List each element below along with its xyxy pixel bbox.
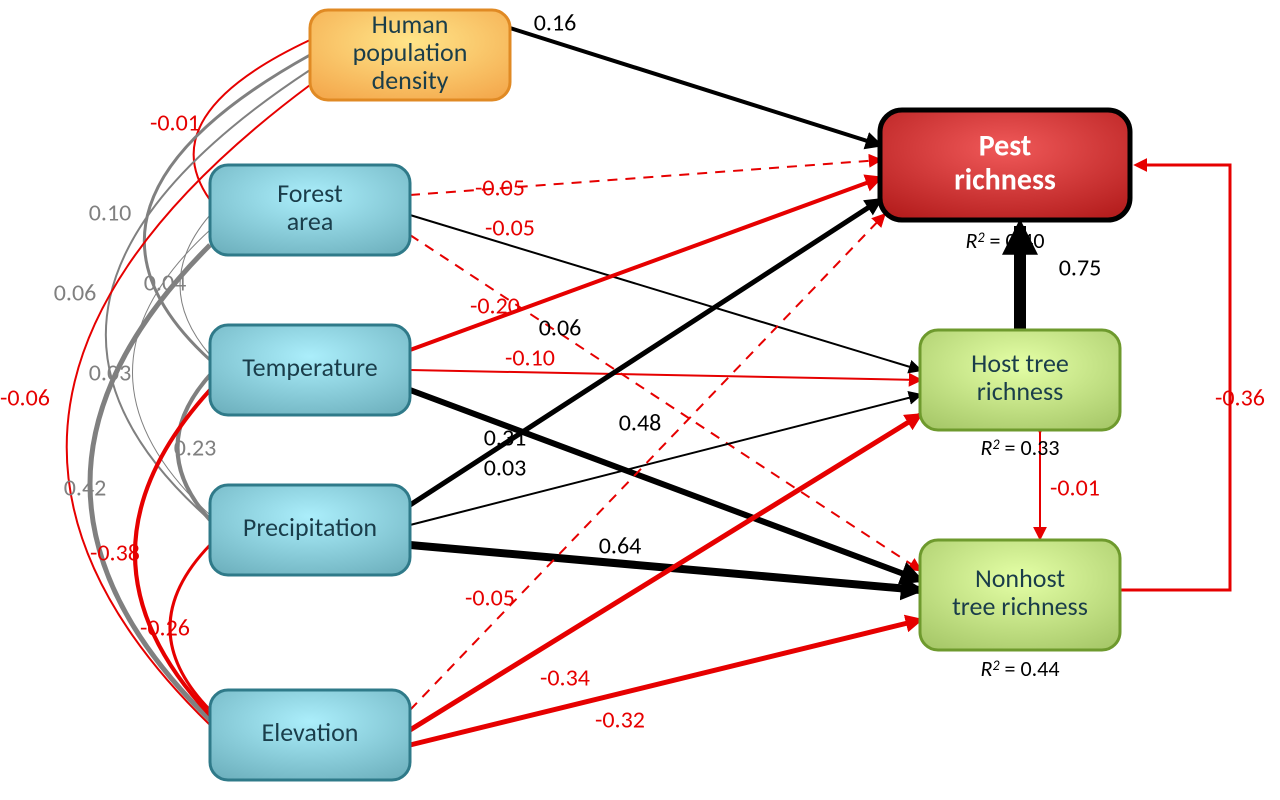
edge-label: 0.04 bbox=[144, 269, 187, 298]
edge-label: -0.01 bbox=[1050, 474, 1100, 503]
edge-label: -0.34 bbox=[540, 664, 590, 693]
edge-label: -0.38 bbox=[90, 539, 140, 568]
r2-host: R2 = 0.33 bbox=[981, 434, 1060, 461]
node-label-elev: Elevation bbox=[262, 716, 359, 748]
edge-label: 0.48 bbox=[619, 409, 662, 438]
directed-edge bbox=[410, 178, 880, 350]
r2-nonhost: R2 = 0.44 bbox=[981, 655, 1060, 682]
directed-edge bbox=[510, 28, 880, 145]
edge-label: 0.23 bbox=[174, 434, 217, 463]
edge-label: -0.06 bbox=[0, 384, 50, 413]
node-label-popdens: density bbox=[372, 64, 449, 96]
edge-label: 0.06 bbox=[54, 279, 97, 308]
node-label-pest: Pest bbox=[979, 127, 1032, 164]
node-label-host: richness bbox=[977, 375, 1064, 407]
node-label-pest: richness bbox=[954, 161, 1056, 198]
node-label-forest: area bbox=[287, 205, 334, 237]
directed-edge bbox=[1120, 165, 1230, 590]
directed-edge bbox=[410, 215, 884, 710]
edge-label: 0.03 bbox=[484, 454, 527, 483]
edge-label: 0.03 bbox=[89, 359, 132, 388]
directed-edge bbox=[410, 370, 920, 380]
node-label-temp: Temperature bbox=[242, 351, 377, 383]
edge-label: -0.36 bbox=[1215, 384, 1265, 413]
edge-label: 0.06 bbox=[539, 314, 582, 343]
node-label-precip: Precipitation bbox=[243, 511, 377, 543]
edge-label: 0.31 bbox=[484, 424, 527, 453]
edge-label: 0.16 bbox=[534, 9, 577, 38]
edge-label: -0.32 bbox=[595, 706, 645, 735]
edge-label: -0.05 bbox=[465, 584, 515, 613]
node-label-nonhost: tree richness bbox=[952, 590, 1088, 622]
r2-pest: R2 = 0.40 bbox=[966, 227, 1045, 254]
edge-label: -0.05 bbox=[485, 214, 535, 243]
edge-label: 0.75 bbox=[1059, 254, 1102, 283]
edge-label: -0.05 bbox=[475, 174, 525, 203]
edge-label: 0.42 bbox=[64, 474, 107, 503]
edge-label: -0.10 bbox=[505, 344, 555, 373]
edge-label: -0.26 bbox=[140, 614, 190, 643]
edge-label: -0.20 bbox=[470, 292, 520, 321]
directed-edge bbox=[410, 200, 880, 505]
edge-label: -0.01 bbox=[150, 109, 200, 138]
directed-edge bbox=[410, 235, 920, 570]
edge-label: 0.64 bbox=[599, 532, 642, 561]
edge-label: 0.10 bbox=[89, 199, 132, 228]
path-diagram: HumanpopulationdensityForestareaTemperat… bbox=[0, 0, 1280, 800]
